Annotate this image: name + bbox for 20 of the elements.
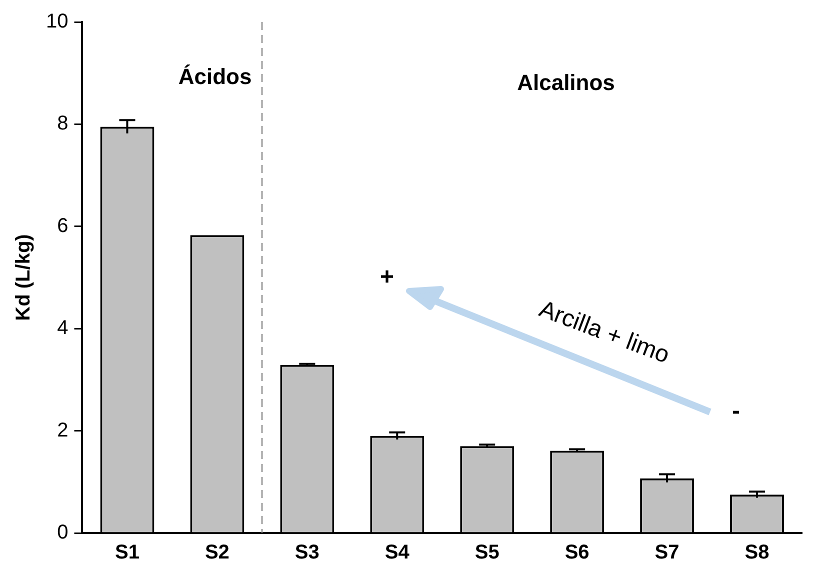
x-tick-label: S3 (294, 542, 320, 564)
annotation: + (380, 264, 394, 291)
y-tick-label: 4 (57, 317, 68, 340)
y-tick-label: 2 (57, 419, 68, 442)
annotation: Ácidos (178, 64, 252, 90)
y-tick-label: 0 (57, 522, 68, 544)
y-tick-label: 8 (57, 112, 68, 135)
y-axis-title: Kd (L/kg) (12, 234, 35, 321)
x-tick-label: S8 (744, 542, 770, 564)
y-tick-label: 10 (46, 10, 68, 33)
x-tick-label: S7 (654, 542, 680, 564)
annotation: Alcalinos (517, 70, 615, 96)
x-tick-label: S2 (204, 542, 230, 564)
y-tick-label: 6 (57, 214, 68, 237)
x-tick-label: S4 (384, 542, 410, 564)
x-tick-label: S5 (474, 542, 500, 564)
annotation: - (732, 398, 740, 425)
x-tick-label: S1 (114, 542, 140, 564)
annotation: Arcilla + limo (536, 295, 674, 369)
x-tick-label: S6 (564, 542, 590, 564)
